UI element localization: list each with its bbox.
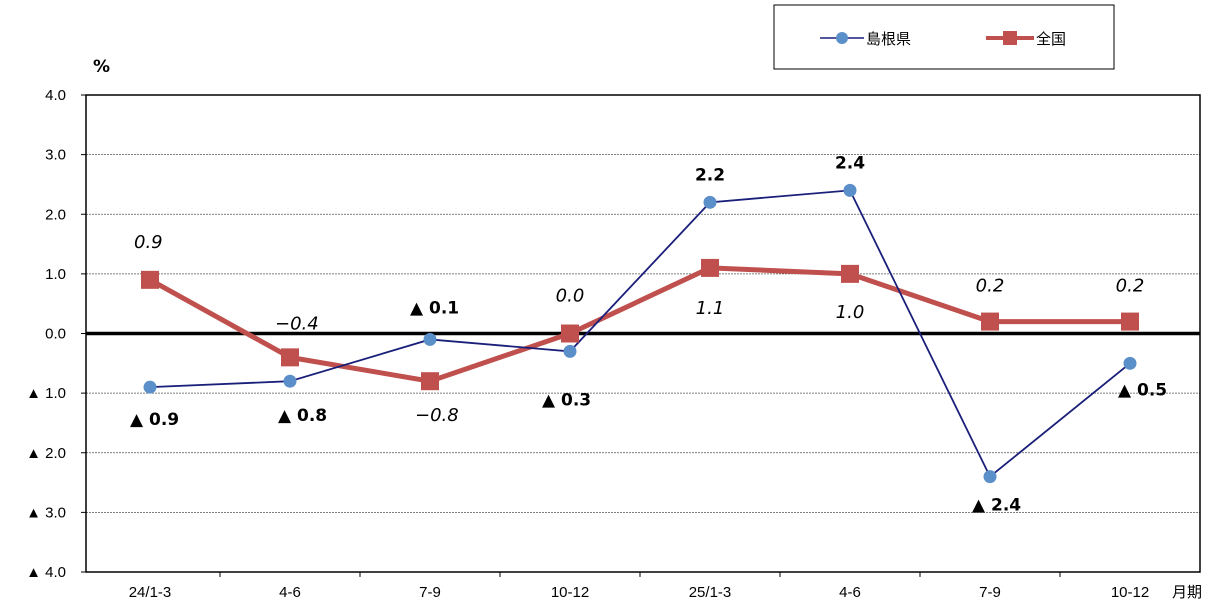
national-data-label: 0.2: [976, 276, 1005, 297]
x-axis-ticks: 24/1-3 4-6 7-9 10-12 25/1-3 4-6 7-9 10-12: [129, 572, 1149, 601]
x-tick-label: 25/1-3: [689, 584, 732, 601]
national-point: [141, 270, 159, 289]
pref-data-label: ▲ 2.4: [972, 496, 1021, 516]
pref-point: [423, 332, 437, 346]
national-data-label: 0.0: [556, 286, 585, 307]
x-tick-label: 4-6: [279, 584, 301, 601]
national-data-label: −0.8: [415, 405, 459, 426]
y-tick-label: ▲ 2.0: [26, 445, 66, 462]
national-point: [421, 372, 439, 391]
national-data-label: 0.2: [1116, 276, 1145, 297]
y-tick-label: 2.0: [45, 206, 66, 223]
legend-label-national: 全国: [1036, 30, 1066, 48]
pref-point: [1123, 356, 1137, 370]
grid-lines: [86, 154, 1200, 513]
legend: 島根県 全国: [773, 4, 1115, 70]
y-tick-label: ▲ 3.0: [26, 504, 66, 521]
y-tick-label: 0.0: [45, 326, 66, 343]
y-tick-label: ▲ 1.0: [26, 385, 66, 402]
pref-data-label: ▲ 0.5: [1118, 380, 1167, 400]
x-tick-label: 10-12: [551, 584, 589, 601]
pref-point: [143, 380, 157, 394]
pref-data-label: ▲ 0.9: [130, 410, 179, 430]
legend-entry-pref: 島根県: [820, 30, 911, 48]
series-lines: [141, 183, 1139, 484]
series-line-national: [148, 265, 1130, 384]
pref-point: [283, 374, 297, 388]
national-point: [841, 264, 859, 283]
legend-entry-national: 全国: [986, 30, 1066, 48]
pref-point: [983, 470, 997, 484]
national-point: [561, 324, 579, 343]
pref-point: [843, 183, 857, 197]
pref-data-label: 2.2: [695, 165, 725, 185]
pref-data-label: ▲ 0.8: [278, 406, 327, 426]
national-data-label: 1.0: [836, 302, 865, 323]
x-axis-unit-label: 月期: [1172, 584, 1202, 601]
national-point: [701, 258, 719, 277]
national-point: [981, 312, 999, 331]
legend-label-pref: 島根県: [866, 30, 911, 48]
legend-swatch-marker-pref: [836, 32, 848, 44]
pref-data-label: ▲ 0.3: [542, 390, 591, 410]
pref-data-label: ▲ 0.1: [410, 298, 459, 318]
x-tick-label: 4-6: [839, 584, 861, 601]
x-tick-label: 7-9: [979, 584, 1001, 601]
national-data-label: 0.9: [134, 232, 163, 253]
pref-point: [563, 344, 577, 358]
national-point: [281, 348, 299, 367]
y-tick-label: ▲ 4.0: [26, 564, 66, 581]
pref-point: [703, 195, 717, 209]
y-axis-unit-label: %: [93, 57, 110, 77]
x-tick-label: 7-9: [419, 584, 441, 601]
legend-swatch-marker-national: [1003, 31, 1017, 45]
national-data-label: 1.1: [696, 298, 725, 319]
y-tick-label: 3.0: [45, 147, 66, 164]
x-tick-label: 10-12: [1111, 584, 1149, 601]
data-labels: ▲ 0.9 ▲ 0.8 ▲ 0.1 ▲ 0.3 2.2 2.4 ▲ 2.4 ▲ 0.5 0.9 −…: [130, 153, 1167, 515]
pref-data-label: 2.4: [835, 153, 865, 173]
x-tick-label: 24/1-3: [129, 584, 172, 601]
y-axis-ticks: 4.0 3.0 2.0 1.0 0.0 ▲ 1.0 ▲ 2.0 ▲ 3.0 ▲ 4.0: [26, 87, 86, 581]
y-tick-label: 1.0: [45, 266, 66, 283]
national-point: [1121, 312, 1139, 331]
legend-box: [773, 4, 1115, 70]
national-data-label: −0.4: [275, 313, 319, 334]
series-line-pref: [149, 189, 1131, 479]
y-tick-label: 4.0: [45, 87, 66, 104]
